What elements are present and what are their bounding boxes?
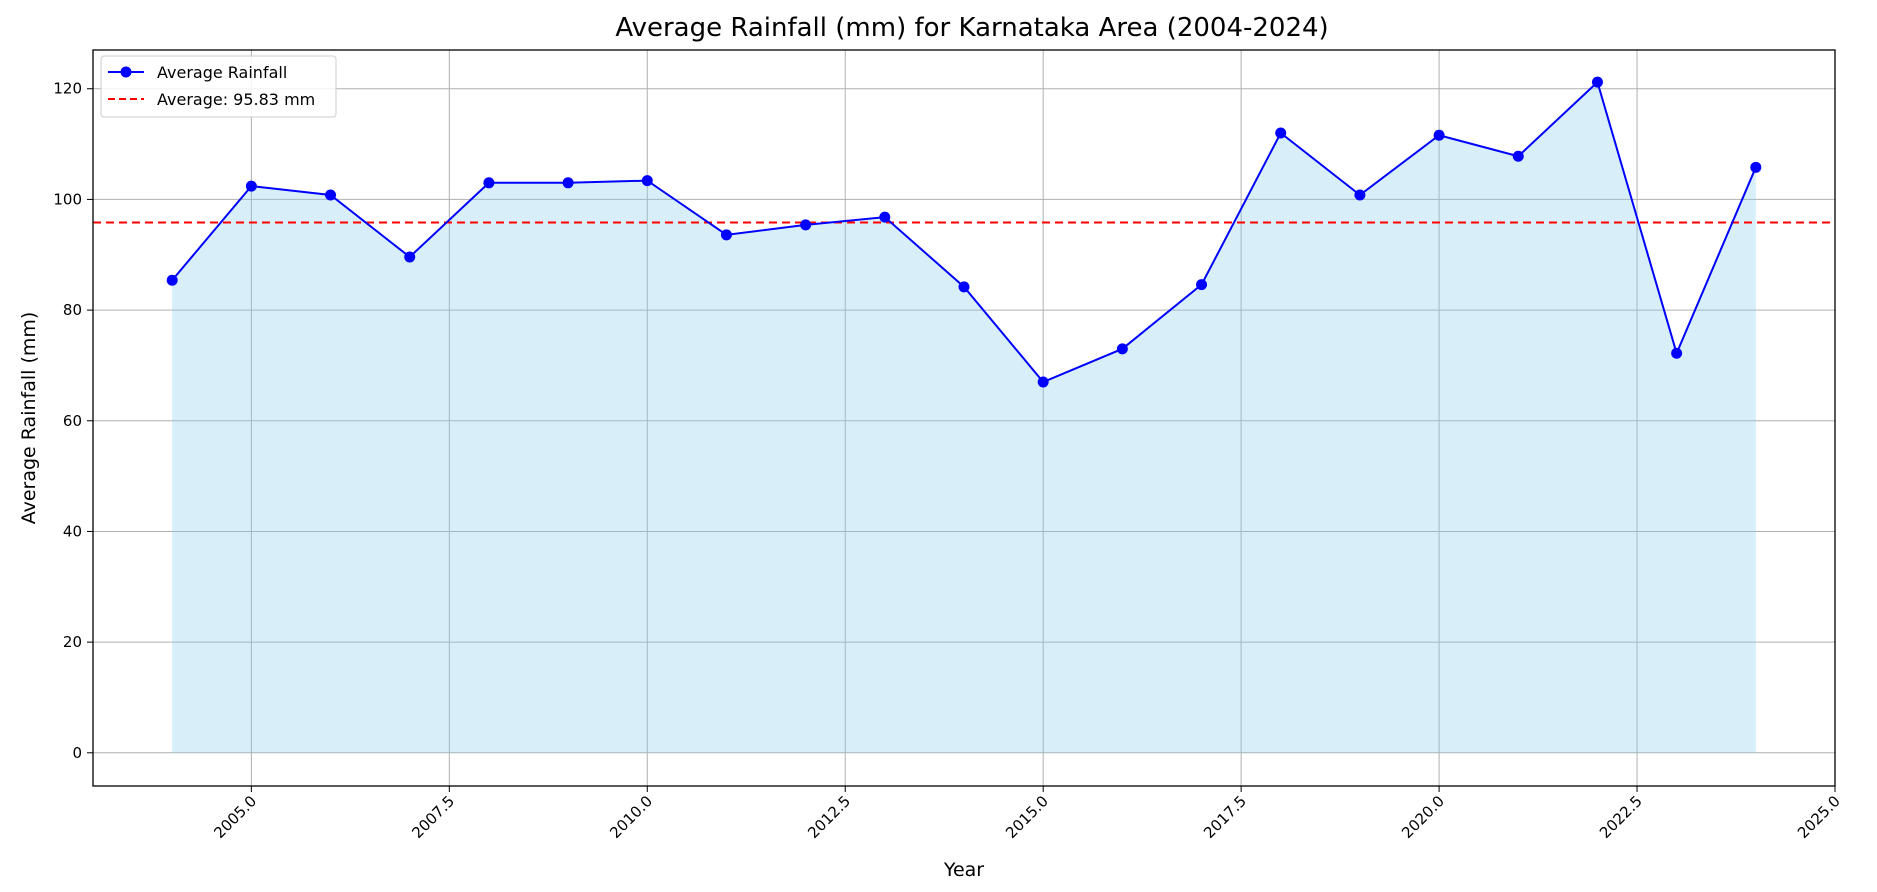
data-point xyxy=(800,219,812,231)
data-point xyxy=(1275,127,1287,139)
y-axis-title: Average Rainfall (mm) xyxy=(18,312,40,525)
data-point xyxy=(325,189,337,201)
data-point xyxy=(641,175,653,187)
data-point xyxy=(1433,129,1445,141)
data-point xyxy=(483,177,495,189)
y-tick-label: 60 xyxy=(63,412,82,430)
plot-frame xyxy=(92,49,1836,787)
data-point xyxy=(1354,189,1366,201)
data-point xyxy=(404,251,416,263)
legend: Average Rainfall Average: 95.83 mm xyxy=(100,55,337,118)
x-axis-title: Year xyxy=(943,859,984,881)
y-axis-ticks: 0 20 40 60 80 100 120 xyxy=(53,80,93,762)
data-point xyxy=(245,180,257,192)
legend-box xyxy=(100,55,337,118)
area-fill xyxy=(172,82,1756,753)
area-fill-layer xyxy=(172,82,1756,753)
data-point xyxy=(1116,343,1128,355)
data-point xyxy=(1750,161,1762,173)
y-tick-label: 80 xyxy=(63,301,82,319)
data-point xyxy=(1196,279,1208,291)
data-point xyxy=(958,281,970,293)
y-tick-label: 40 xyxy=(63,522,82,540)
data-point xyxy=(562,177,574,189)
legend-series-label: Average Rainfall xyxy=(157,63,287,82)
y-tick-label: 20 xyxy=(63,633,82,651)
data-point xyxy=(879,211,891,223)
legend-reference-label: Average: 95.83 mm xyxy=(157,90,315,109)
y-tick-label: 120 xyxy=(53,80,82,98)
data-point xyxy=(1591,76,1603,88)
data-point xyxy=(1037,376,1049,388)
data-point xyxy=(166,274,178,286)
y-tick-label: 0 xyxy=(72,744,82,762)
series-layer xyxy=(166,76,1762,388)
y-tick-label: 100 xyxy=(53,190,82,208)
data-point xyxy=(720,229,732,241)
legend-series-swatch-marker xyxy=(120,66,132,78)
chart-title: Average Rainfall (mm) for Karnataka Area… xyxy=(615,13,1328,43)
data-point xyxy=(1671,347,1683,359)
data-point xyxy=(1512,150,1524,162)
